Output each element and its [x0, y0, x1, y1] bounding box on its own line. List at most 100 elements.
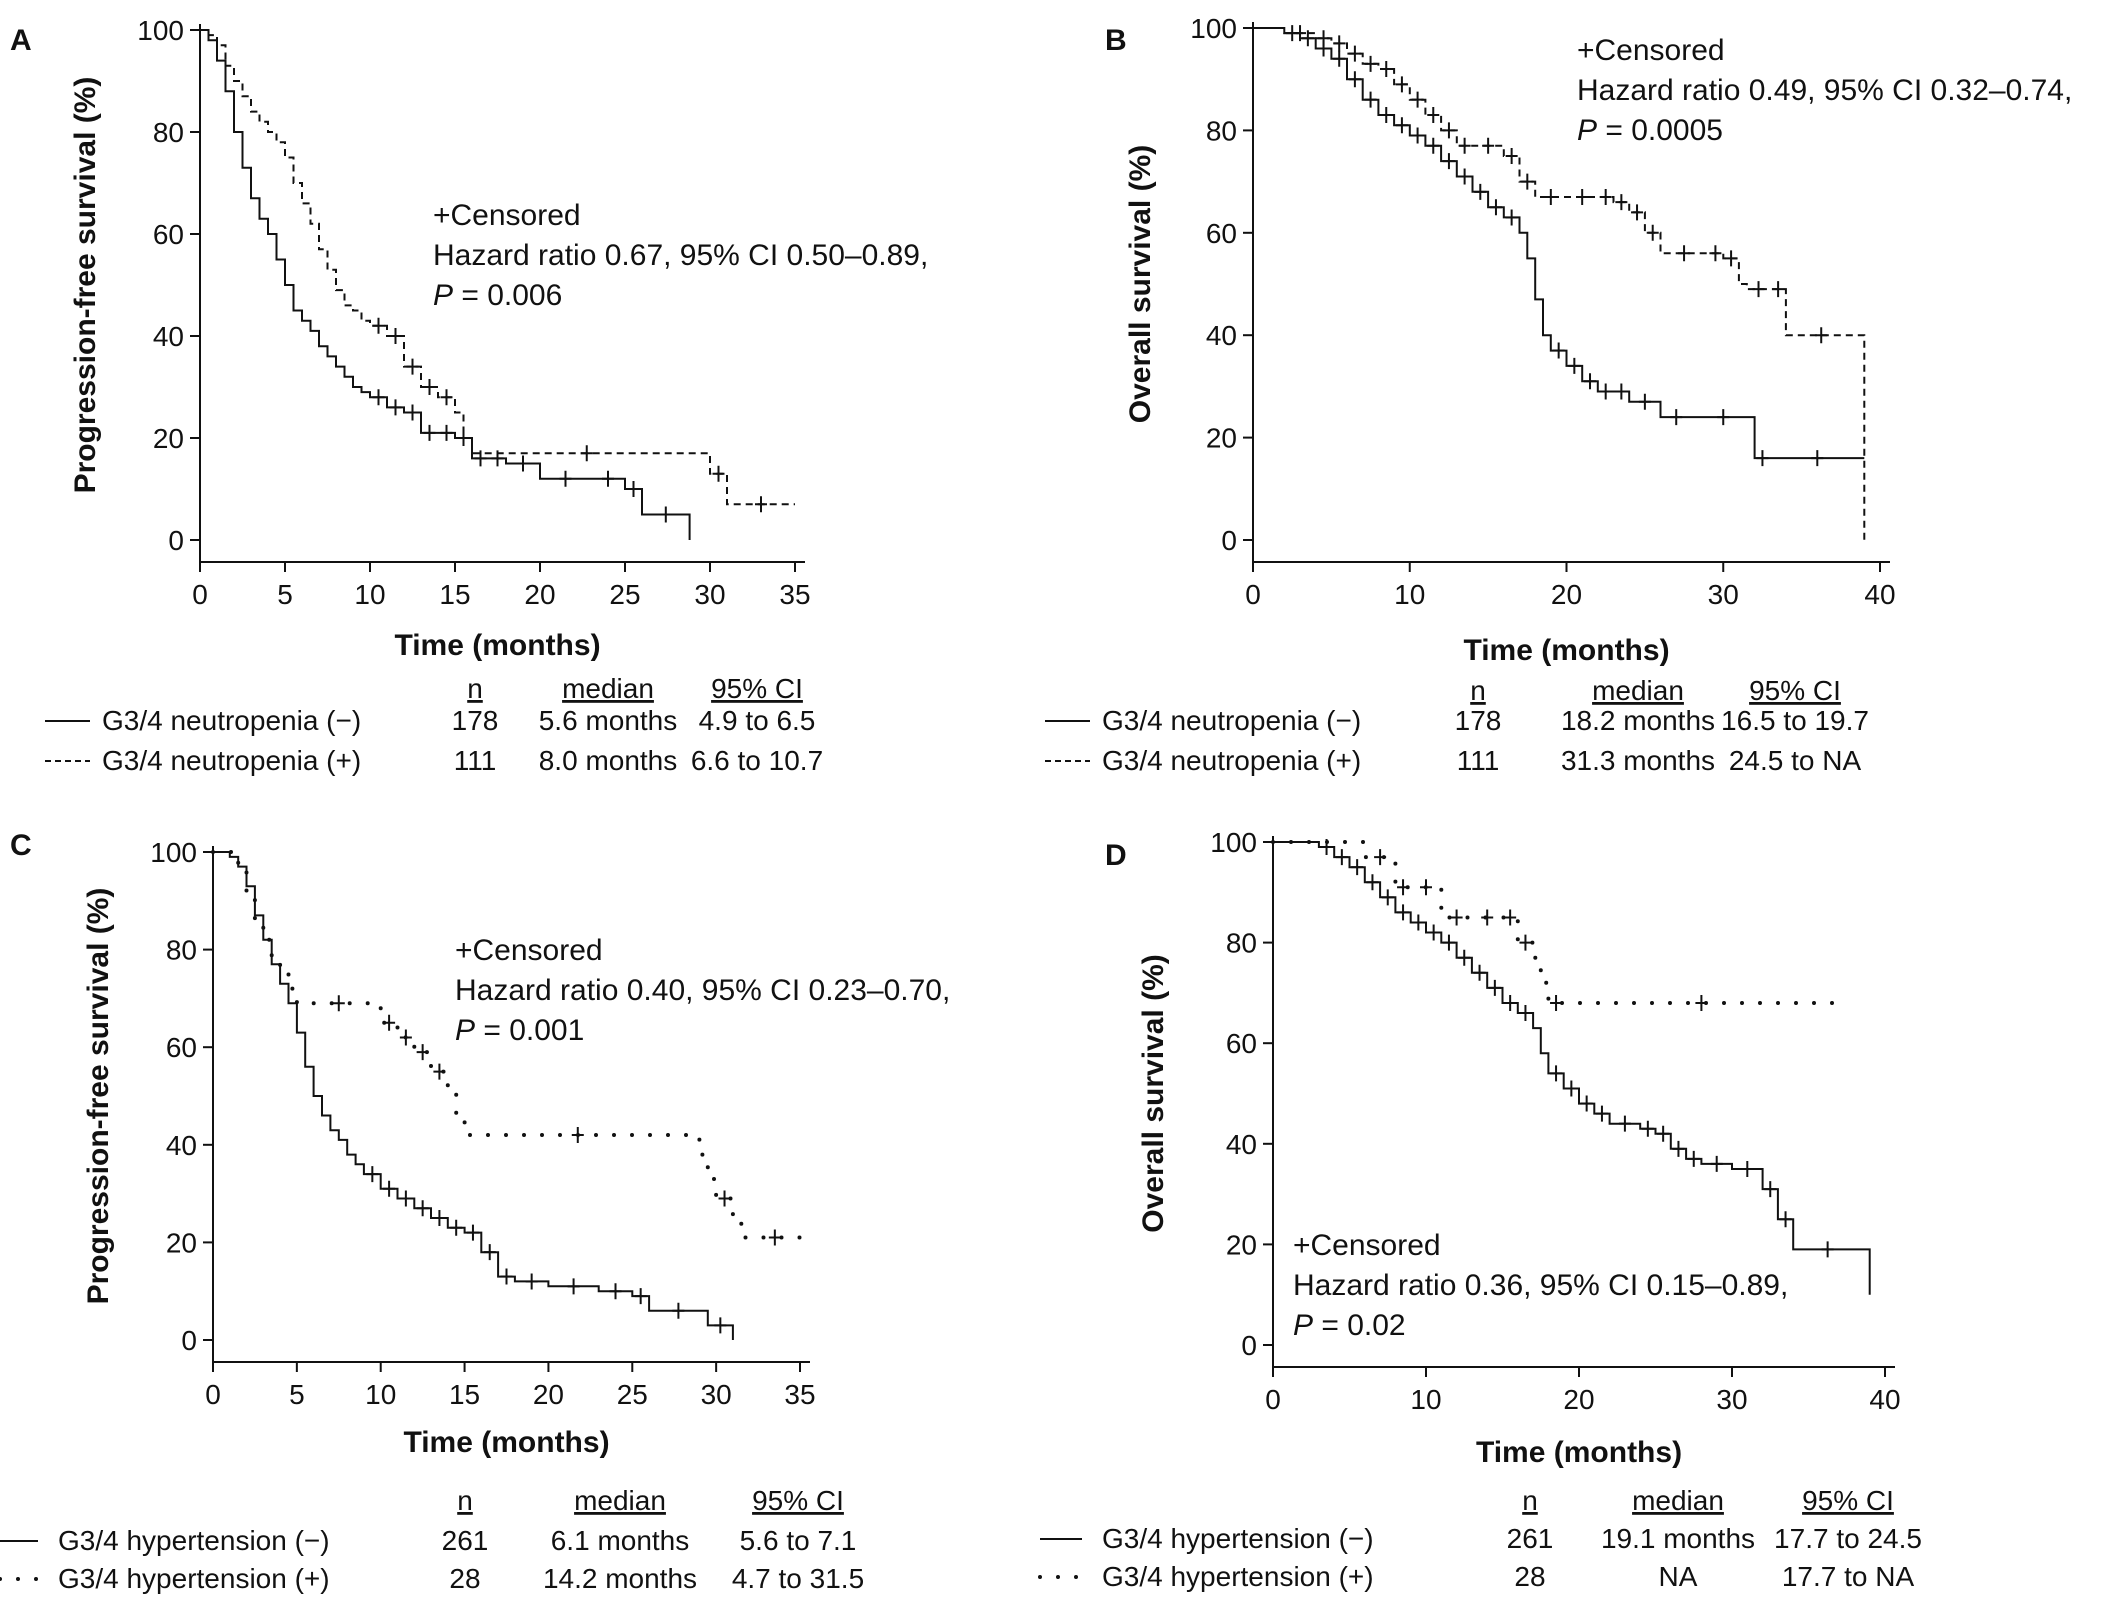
legend-ci: 17.7 to NA [1782, 1561, 1915, 1592]
censor-mark [1489, 199, 1502, 216]
censor-mark [1442, 934, 1455, 951]
y-tick-label: 20 [1226, 1229, 1257, 1260]
y-tick-label: 40 [1226, 1129, 1257, 1160]
p-value-symbol: P [1293, 1309, 1313, 1342]
censor-mark [1576, 188, 1589, 205]
censor-mark [1717, 409, 1730, 426]
censor-mark [1442, 153, 1455, 170]
hazard-ratio-note: Hazard ratio 0.36, 95% CI 0.15–0.89, [1293, 1269, 1788, 1302]
p-value-note: P = 0.02 [1293, 1309, 1406, 1342]
y-tick-label: 0 [168, 525, 184, 556]
censor-mark [634, 1288, 647, 1305]
censor-mark [1458, 137, 1471, 154]
censor-mark [1450, 909, 1463, 926]
censor-mark [1741, 1160, 1754, 1177]
p-value-note: P = 0.001 [455, 1014, 584, 1047]
p-value-note: P = 0.006 [433, 279, 562, 312]
censor-mark [1474, 183, 1487, 200]
legend-label: G3/4 hypertension (+) [1102, 1561, 1374, 1592]
y-tick-label: 80 [153, 117, 184, 148]
censor-mark [383, 1180, 396, 1197]
censor-mark [1550, 994, 1563, 1011]
censor-mark [440, 389, 453, 406]
p-value-text: = 0.006 [453, 279, 562, 312]
x-tick-label: 30 [694, 579, 725, 610]
legend-n: 261 [442, 1525, 489, 1556]
panel-a: A 0 20 40 60 80 100 0 5 10 15 20 25 30 35 Progression-f… [10, 15, 928, 776]
censor-mark [1364, 91, 1377, 108]
x-tick-label: 30 [1708, 579, 1739, 610]
legend-header-ci: 95% CI [1749, 675, 1841, 706]
censor-mark [1756, 450, 1769, 467]
censor-mark [383, 1014, 396, 1031]
legend-n: 28 [449, 1563, 480, 1594]
y-tick-label: 20 [153, 423, 184, 454]
x-tick-label: 35 [784, 1379, 815, 1410]
censor-mark [517, 455, 529, 472]
legend-ci: 6.6 to 10.7 [691, 745, 823, 776]
censor-mark [1672, 1140, 1685, 1157]
censor-mark [609, 1283, 622, 1300]
censor-mark [1505, 148, 1518, 164]
y-tick-label: 80 [1226, 928, 1257, 959]
censor-mark [399, 1029, 412, 1046]
x-tick-label: 20 [1551, 579, 1582, 610]
censor-mark [1301, 30, 1314, 47]
x-tick-label: 0 [1265, 1384, 1281, 1415]
censor-mark [1772, 281, 1785, 298]
censor-mark [1544, 188, 1557, 205]
x-tick-label: 15 [449, 1379, 480, 1410]
y-tick-label: 80 [166, 935, 197, 966]
censor-mark [1482, 137, 1495, 154]
legend-ci: 24.5 to NA [1729, 745, 1862, 776]
censor-mark [1815, 327, 1828, 344]
censor-mark [1670, 409, 1683, 426]
censor-mark [389, 328, 402, 344]
x-tick-label: 20 [1563, 1384, 1594, 1415]
panel-letter: A [10, 24, 32, 57]
censor-mark [1458, 168, 1471, 185]
censor-mark [559, 470, 572, 487]
censor-mark [1488, 979, 1501, 996]
censor-mark [571, 1127, 584, 1144]
censor-mark [389, 399, 402, 416]
legend-header-ci: 95% CI [1802, 1485, 1894, 1516]
censor-mark [1695, 994, 1708, 1011]
x-tick-label: 15 [439, 579, 470, 610]
censor-mark [1335, 849, 1348, 866]
legend-n: 111 [454, 745, 497, 776]
censor-mark [755, 496, 767, 513]
legend-label: G3/4 hypertension (+) [58, 1563, 330, 1594]
y-axis-title: Overall survival (%) [1137, 954, 1170, 1232]
x-tick-label: 0 [192, 579, 208, 610]
legend-label: G3/4 neutropenia (+) [102, 745, 361, 776]
legend-header-median: median [1632, 1485, 1724, 1516]
legend-label: G3/4 neutropenia (−) [102, 705, 361, 736]
censor-mark [372, 389, 385, 406]
censor-mark [1565, 1080, 1578, 1097]
y-tick-label: 60 [1206, 218, 1237, 249]
p-value-symbol: P [1577, 114, 1597, 147]
censor-mark [1397, 879, 1410, 896]
censor-mark [580, 445, 593, 462]
series-line-2 [200, 29, 795, 506]
censor-mark [1294, 25, 1307, 42]
censor-mark [1519, 1005, 1532, 1022]
legend-n: 261 [1507, 1523, 1554, 1554]
legend-label: G3/4 neutropenia (+) [1102, 745, 1361, 776]
censor-mark [1395, 76, 1408, 93]
censor-mark [1615, 383, 1628, 400]
legend-ci: 16.5 to 19.7 [1721, 705, 1869, 736]
legend-header-n: n [1522, 1485, 1538, 1516]
censor-mark [1641, 1120, 1654, 1137]
censor-mark [1366, 874, 1379, 891]
censor-mark [1646, 224, 1659, 241]
legend-ci: 4.7 to 31.5 [732, 1563, 864, 1594]
x-tick-label: 40 [1869, 1384, 1900, 1415]
censor-mark [1678, 245, 1691, 262]
censor-mark [718, 1190, 731, 1207]
censor-mark [1397, 904, 1410, 921]
y-tick-label: 80 [1206, 115, 1237, 146]
censor-mark [1779, 1211, 1792, 1228]
